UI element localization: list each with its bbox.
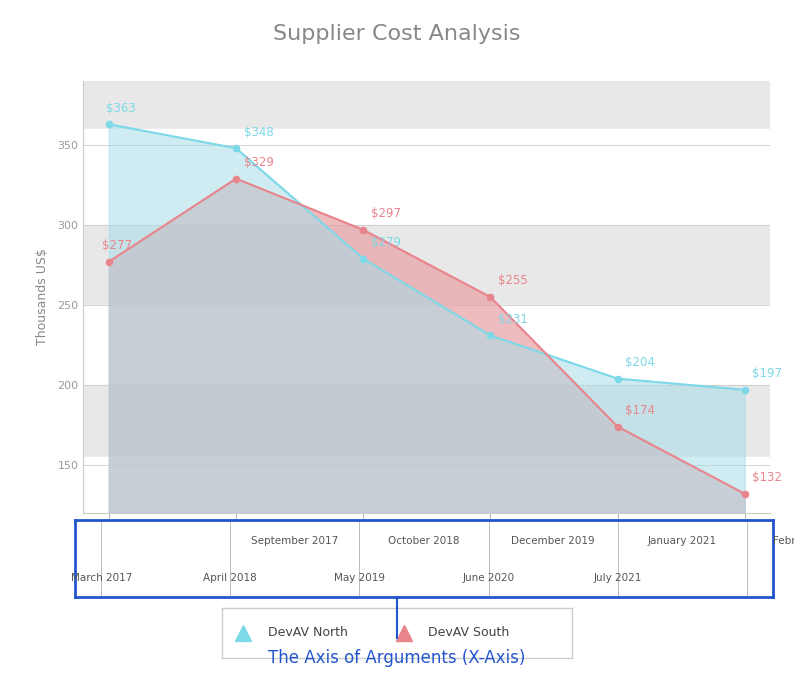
Point	[357, 224, 369, 235]
Point	[102, 119, 115, 130]
Text: $231: $231	[498, 313, 528, 326]
Text: June 2020: June 2020	[462, 573, 515, 583]
Text: December 2019: December 2019	[511, 537, 595, 547]
Text: April 2018: April 2018	[203, 573, 257, 583]
Text: $255: $255	[498, 275, 528, 288]
Bar	[83, 457, 770, 513]
Text: $204: $204	[625, 356, 655, 369]
Point	[229, 143, 242, 154]
Point	[611, 373, 624, 384]
Text: July 2021: July 2021	[593, 573, 642, 583]
Text: $279: $279	[371, 236, 401, 249]
Bar	[83, 385, 770, 457]
Text: $197: $197	[753, 367, 782, 380]
Text: Supplier Cost Analysis: Supplier Cost Analysis	[273, 24, 521, 44]
Point	[484, 330, 497, 341]
Text: DevAV North: DevAV North	[268, 626, 348, 639]
Point	[229, 173, 242, 184]
Bar	[83, 129, 770, 225]
Text: September 2017: September 2017	[251, 537, 338, 547]
Text: $174: $174	[625, 404, 655, 417]
Point	[102, 256, 115, 267]
Point	[357, 253, 369, 264]
Text: $277: $277	[102, 239, 133, 252]
Text: $363: $363	[106, 102, 136, 115]
Y-axis label: Thousands US$: Thousands US$	[36, 248, 49, 346]
Text: February 2022: February 2022	[773, 537, 794, 547]
Point	[611, 421, 624, 432]
Point	[484, 292, 497, 302]
Point	[738, 384, 751, 395]
Text: January 2021: January 2021	[648, 537, 717, 547]
Text: October 2018: October 2018	[388, 537, 460, 547]
Text: May 2019: May 2019	[334, 573, 385, 583]
Text: DevAV South: DevAV South	[429, 626, 510, 639]
Bar	[83, 225, 770, 305]
Text: $348: $348	[244, 126, 273, 138]
Text: $329: $329	[244, 156, 273, 169]
Text: $297: $297	[371, 207, 401, 220]
Bar	[83, 305, 770, 385]
Text: $132: $132	[753, 471, 782, 484]
Point	[738, 489, 751, 500]
Bar	[83, 81, 770, 129]
Text: The Axis of Arguments (X-Axis): The Axis of Arguments (X-Axis)	[268, 649, 526, 667]
Text: March 2017: March 2017	[71, 573, 132, 583]
